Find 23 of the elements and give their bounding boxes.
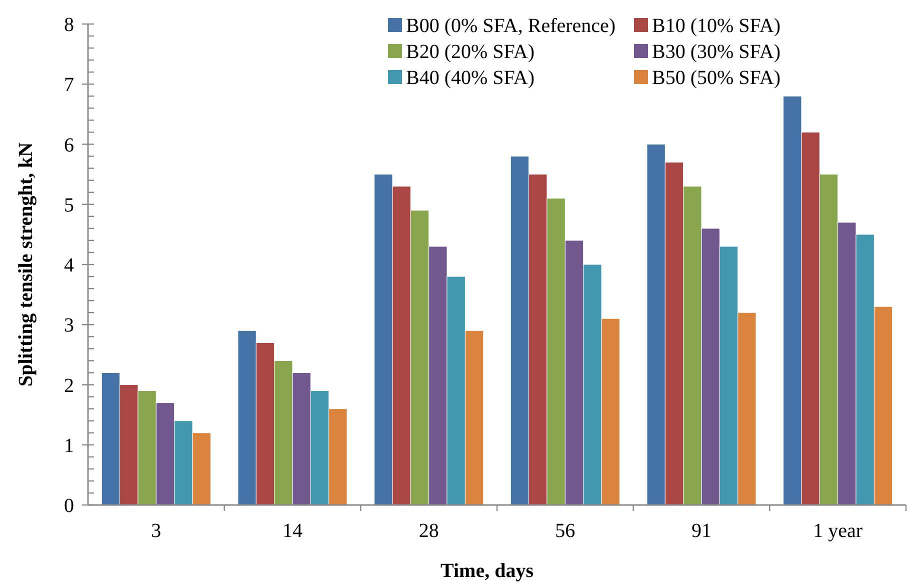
x-tick-label: 3 bbox=[151, 520, 162, 542]
x-tick-label: 91 bbox=[692, 520, 712, 542]
y-tick-label: 3 bbox=[64, 314, 74, 337]
legend-label: B50 (50% SFA) bbox=[652, 67, 781, 89]
x-axis-title: Time, days bbox=[440, 560, 534, 582]
legend-label: B40 (40% SFA) bbox=[406, 67, 535, 89]
y-tick-label: 5 bbox=[64, 194, 74, 216]
y-tick-label: 7 bbox=[64, 74, 74, 96]
y-tick-label: 1 bbox=[64, 434, 74, 457]
y-tick-label: 6 bbox=[64, 134, 74, 156]
x-tick-label: 14 bbox=[282, 520, 302, 542]
legend-label: B30 (30% SFA) bbox=[652, 41, 781, 63]
legend-label: B20 (20% SFA) bbox=[406, 41, 535, 63]
y-tick-label: 8 bbox=[64, 14, 74, 36]
legend-label: B10 (10% SFA) bbox=[652, 15, 781, 37]
y-tick-label: 2 bbox=[64, 374, 74, 397]
x-tick-label: 1 year bbox=[813, 520, 863, 542]
x-tick-label: 56 bbox=[555, 520, 576, 542]
legend-label: B00 (0% SFA, Reference) bbox=[406, 15, 616, 37]
y-axis-title: Splitting tensile strenght, kN bbox=[15, 142, 37, 387]
y-tick-label: 4 bbox=[64, 254, 74, 276]
x-tick-label: 28 bbox=[418, 520, 439, 542]
y-tick-label: 0 bbox=[64, 495, 74, 517]
